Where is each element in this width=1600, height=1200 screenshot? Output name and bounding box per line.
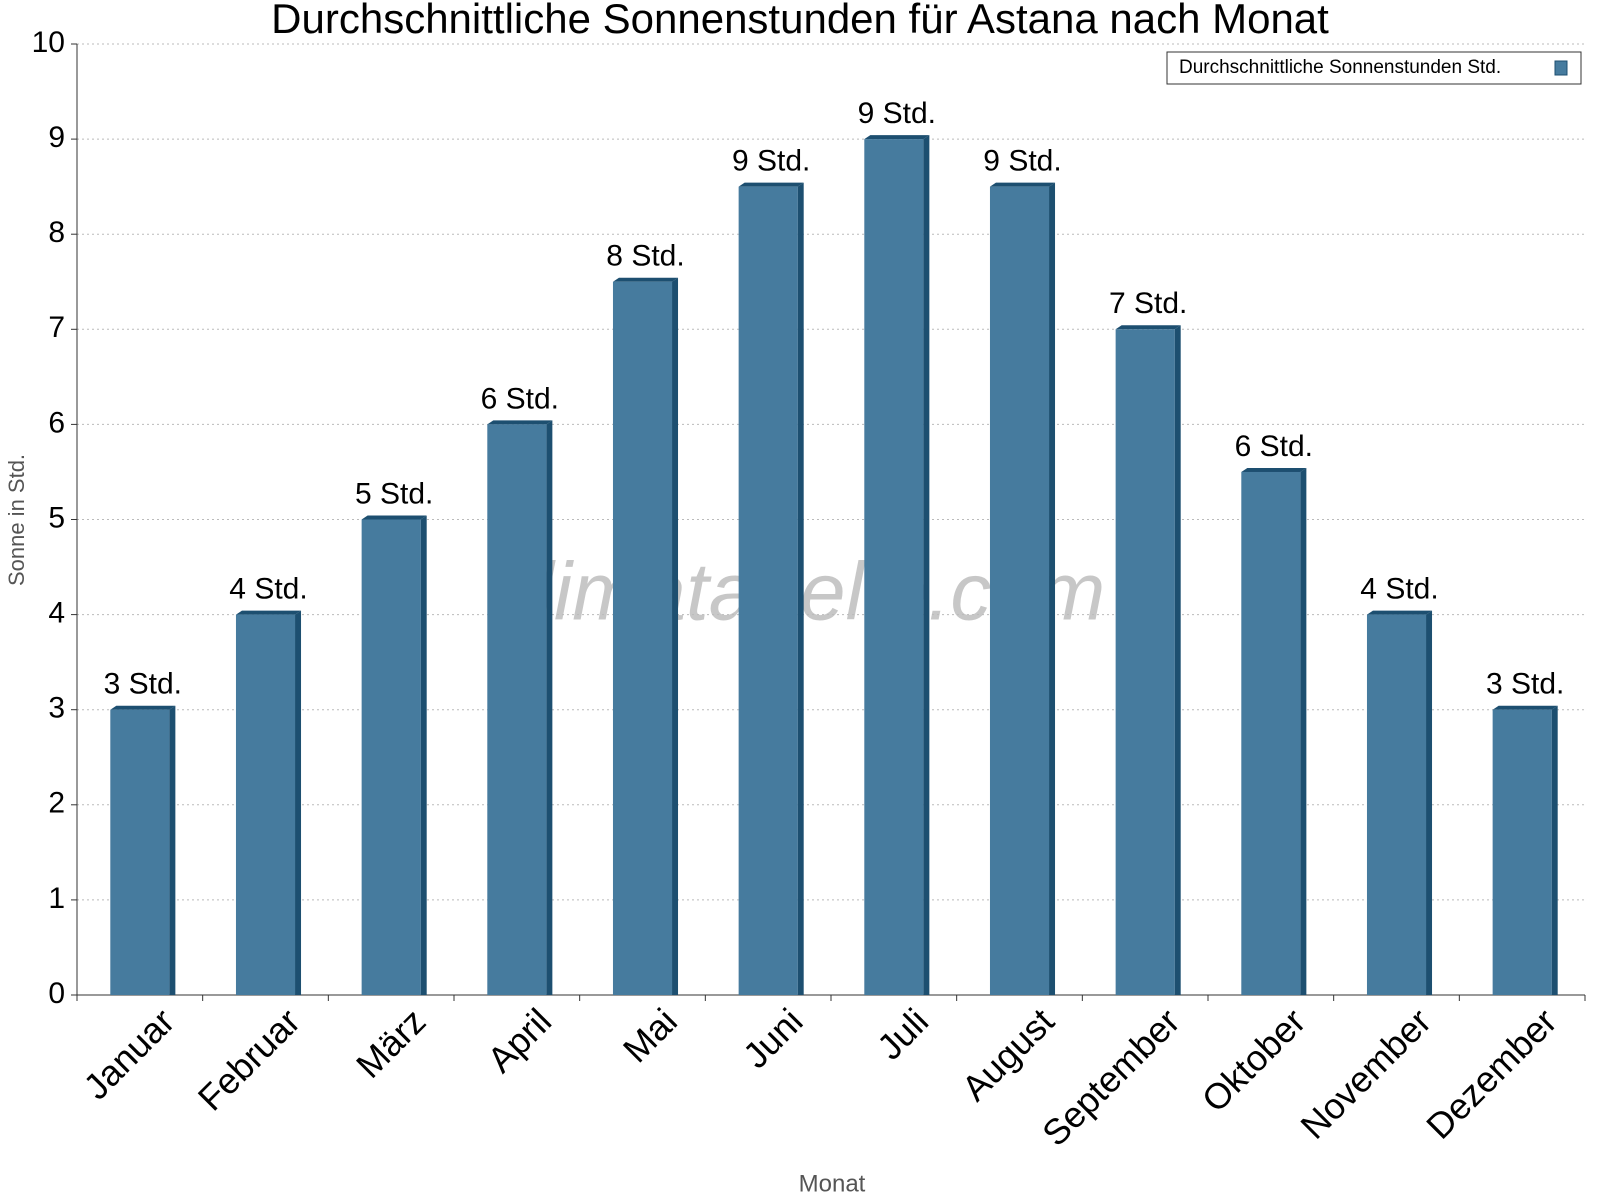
legend-box: [1166, 51, 1582, 85]
bar: [1115, 329, 1175, 995]
x-tick-label: Februar: [190, 1000, 308, 1118]
bar: [989, 186, 1050, 995]
bar-top: [235, 610, 302, 615]
bar-top: [361, 515, 427, 520]
bar-side: [420, 515, 427, 995]
y-tick-label: 4: [48, 597, 65, 630]
value-label: 6 Std.: [481, 382, 559, 415]
value-label: 4 Std.: [1360, 573, 1438, 606]
legend-label: Durchschnittliche Sonnenstunden Std.: [1179, 57, 1501, 78]
value-label: 3 Std.: [104, 668, 182, 701]
bar-top: [989, 182, 1056, 187]
x-tick-label: Juli: [869, 1000, 936, 1067]
bar-side: [169, 705, 176, 995]
bar-top: [738, 182, 804, 187]
y-tick-label: 0: [48, 977, 65, 1010]
bar-top: [612, 277, 679, 282]
x-tick-label: Januar: [75, 1000, 182, 1107]
bar-top: [487, 420, 553, 425]
bar-top: [110, 705, 176, 710]
bar: [1366, 614, 1427, 995]
bar-side: [1174, 325, 1181, 995]
x-axis-title: Monat: [799, 1170, 866, 1197]
value-label: 9 Std.: [732, 145, 810, 178]
bar-side: [923, 135, 930, 996]
bar: [110, 709, 170, 995]
bar-side: [797, 182, 804, 995]
y-tick-label: 10: [32, 26, 65, 59]
bar-side: [295, 610, 302, 995]
y-tick-label: 8: [48, 216, 65, 249]
bar: [1241, 471, 1301, 995]
bar: [1492, 709, 1552, 995]
bar: [487, 424, 547, 995]
x-tick-label: März: [348, 1000, 434, 1086]
bar-side: [672, 277, 679, 995]
bar-top: [1241, 467, 1307, 472]
bar-top: [864, 135, 930, 140]
x-tick-label: September: [1034, 1000, 1188, 1154]
value-label: 3 Std.: [1486, 668, 1564, 701]
value-label: 5 Std.: [355, 477, 433, 510]
y-axis-title: Sonne in Std.: [4, 454, 29, 586]
x-tick-label: Dezember: [1418, 1000, 1564, 1146]
value-label: 9 Std.: [983, 145, 1061, 178]
value-label: 6 Std.: [1235, 430, 1313, 463]
y-tick-label: 2: [48, 787, 65, 820]
bar-top: [1492, 705, 1558, 710]
bar-side: [1551, 705, 1558, 995]
bar: [235, 614, 296, 995]
bar-side: [1300, 467, 1307, 995]
bar: [864, 139, 924, 996]
y-tick-label: 6: [48, 406, 65, 439]
bar-top: [1366, 610, 1433, 615]
bar-top: [1115, 325, 1181, 330]
y-tick-label: 9: [48, 121, 65, 154]
chart-title: Durchschnittliche Sonnenstunden für Asta…: [271, 0, 1329, 42]
value-label: 9 Std.: [858, 97, 936, 130]
x-tick-label: April: [479, 1000, 559, 1080]
bar-side: [1049, 182, 1056, 995]
x-tick-label: Oktober: [1194, 1000, 1314, 1120]
x-tick-label: November: [1292, 1000, 1438, 1146]
y-tick-label: 5: [48, 501, 65, 534]
x-tick-label: Juni: [735, 1000, 811, 1076]
value-label: 8 Std.: [606, 240, 684, 273]
y-tick-label: 7: [48, 311, 65, 344]
x-tick-label: Mai: [615, 1000, 685, 1070]
y-tick-label: 3: [48, 692, 65, 725]
value-label: 4 Std.: [229, 573, 307, 606]
y-tick-label: 1: [48, 882, 65, 915]
bar: [361, 519, 421, 995]
bar: [612, 281, 673, 995]
x-tick-label: August: [954, 1000, 1062, 1108]
legend-swatch: [1554, 60, 1568, 76]
bar: [738, 186, 798, 995]
bar-side: [546, 420, 553, 995]
bar-side: [1426, 610, 1433, 995]
value-label: 7 Std.: [1109, 287, 1187, 320]
